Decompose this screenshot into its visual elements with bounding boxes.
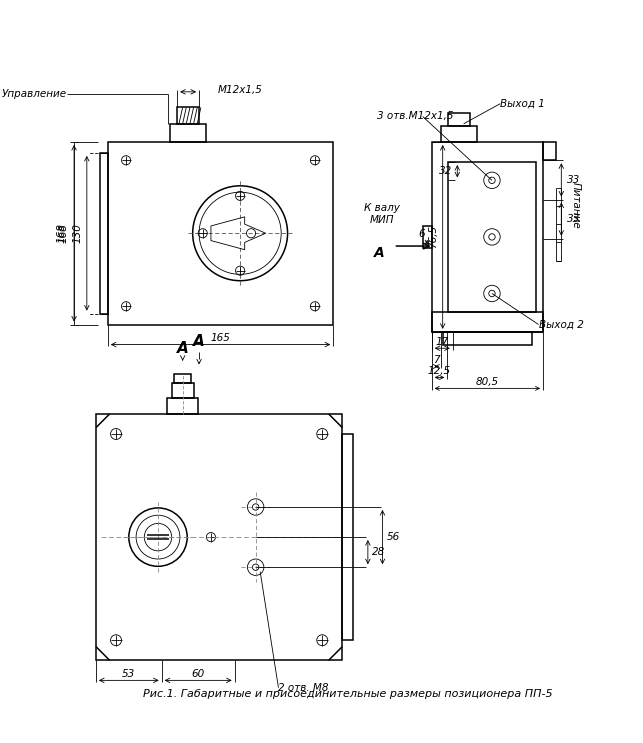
Bar	[100, 153, 108, 314]
Text: 33: 33	[566, 214, 580, 224]
Bar	[172, 383, 194, 398]
Text: Рис.1. Габаритные и присоединительные размеры позиционера ПП-5: Рис.1. Габаритные и присоединительные ра…	[143, 689, 553, 699]
Text: 53: 53	[122, 669, 136, 679]
Text: А: А	[193, 334, 205, 349]
Bar	[442, 332, 532, 345]
Bar	[448, 113, 470, 126]
Text: 28: 28	[372, 547, 386, 557]
Text: 3 отв.М12х1,5: 3 отв.М12х1,5	[377, 111, 453, 121]
Text: 12,5: 12,5	[428, 366, 451, 376]
Bar	[448, 162, 536, 312]
Bar	[177, 107, 199, 124]
Text: А: А	[374, 247, 385, 260]
Text: 76,5: 76,5	[428, 225, 438, 248]
Text: Управление: Управление	[2, 88, 67, 99]
Bar	[174, 374, 191, 383]
Bar	[441, 126, 477, 142]
Text: К валу
МИП: К валу МИП	[364, 204, 399, 225]
Bar	[543, 142, 556, 160]
Bar	[96, 414, 342, 661]
Bar	[108, 142, 333, 325]
Text: 60: 60	[192, 669, 204, 679]
Text: Питание: Питание	[571, 181, 581, 228]
Bar	[170, 124, 206, 142]
Bar	[431, 312, 543, 332]
Text: 7: 7	[433, 355, 440, 365]
Text: Выход 1: Выход 1	[500, 99, 545, 108]
Text: 6: 6	[419, 229, 426, 239]
Text: 56: 56	[387, 532, 401, 542]
Bar	[431, 142, 543, 332]
Text: 168: 168	[59, 224, 69, 243]
Text: Выход 2: Выход 2	[538, 319, 583, 329]
Text: М12х1,5: М12х1,5	[217, 85, 262, 95]
Text: 80,5: 80,5	[476, 377, 499, 387]
Text: 32: 32	[439, 166, 452, 176]
Text: 168: 168	[57, 224, 67, 243]
Bar	[422, 226, 431, 248]
Text: 17: 17	[435, 337, 448, 347]
Bar	[167, 398, 198, 414]
Text: 130: 130	[72, 224, 82, 243]
Text: 2 отв. М8: 2 отв. М8	[278, 683, 329, 692]
Bar	[342, 434, 353, 640]
Text: 33: 33	[566, 175, 580, 185]
Text: 165: 165	[210, 333, 230, 343]
Text: А: А	[177, 342, 188, 357]
